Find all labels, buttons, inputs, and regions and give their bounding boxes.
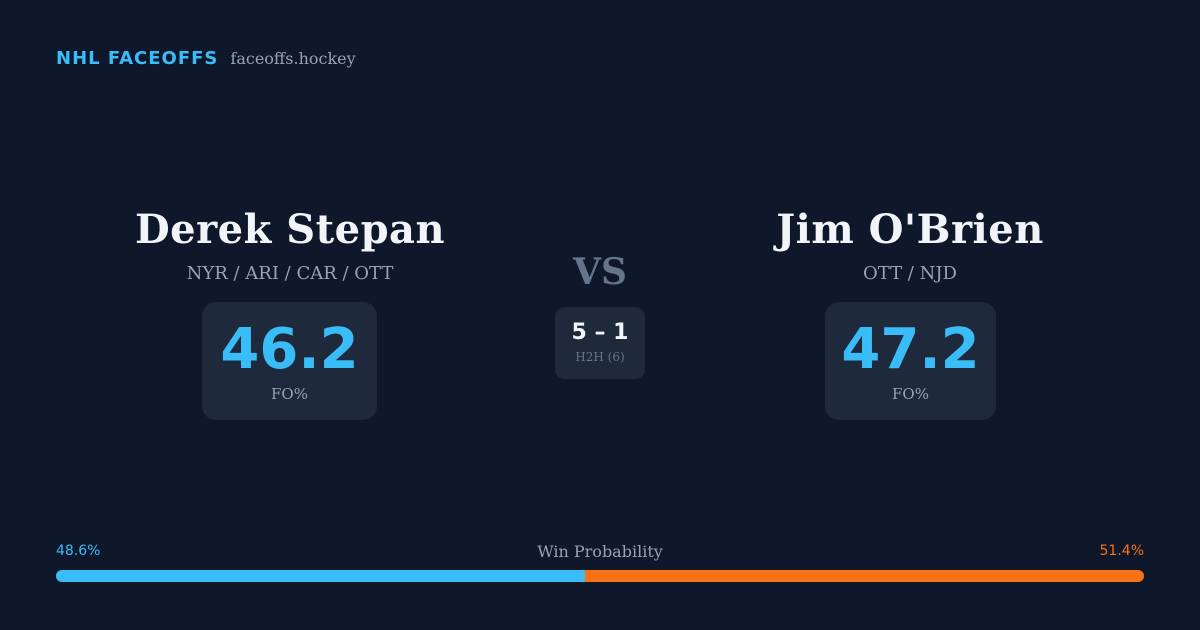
win-probability-bar (56, 570, 1144, 582)
win-probability-left: 48.6% (56, 543, 101, 559)
head-to-head-card: 5 – 1 H2H (6) (555, 307, 645, 379)
player-right: Jim O'Brien OTT / NJD (710, 200, 1110, 286)
player-left-fo-label: FO% (271, 385, 308, 403)
player-left-fo-value: 46.2 (220, 317, 359, 382)
brand-site[interactable]: faceoffs.hockey (230, 49, 356, 68)
player-right-fo-card: 47.2 FO% (825, 302, 996, 420)
player-left-name: Derek Stepan (134, 206, 446, 253)
win-probability-fill-right (584, 570, 1144, 582)
win-probability-title: Win Probability (537, 542, 663, 561)
player-left-fo-card: 46.2 FO% (202, 302, 377, 420)
win-probability-fill-left (56, 570, 585, 582)
player-right-name: Jim O'Brien (776, 206, 1044, 253)
brand-name[interactable]: NHL FACEOFFS (56, 48, 219, 69)
player-right-fo-value: 47.2 (841, 317, 980, 382)
vs-label: VS (573, 251, 627, 293)
player-right-fo-label: FO% (892, 385, 929, 403)
head-to-head-score: 5 – 1 (571, 320, 629, 345)
player-right-teams: OTT / NJD (862, 263, 957, 284)
head-to-head-label: H2H (6) (575, 350, 625, 364)
win-probability-right: 51.4% (1099, 543, 1144, 559)
player-left-teams: NYR / ARI / CAR / OTT (186, 263, 394, 284)
brand-header: NHL FACEOFFS faceoffs.hockey (56, 48, 356, 69)
player-left: Derek Stepan NYR / ARI / CAR / OTT (90, 200, 490, 286)
